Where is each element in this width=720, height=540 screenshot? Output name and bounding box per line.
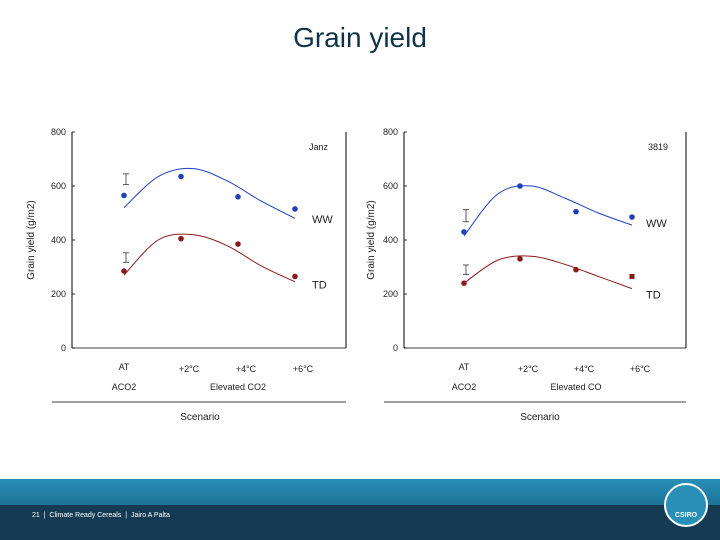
x-axis-label: Scenario [520, 412, 560, 420]
series-label-ww: WW [646, 218, 667, 230]
chart-panel-3819: 0 200 400 600 800 Grain yield (g/m2) 3819 WW TD A… [360, 120, 690, 425]
data-point-td [461, 280, 467, 286]
y-tick-label: 600 [51, 181, 66, 191]
data-point-ww [235, 194, 241, 200]
y-tick-label: 0 [61, 343, 66, 353]
x-tick-label: AT [459, 362, 470, 372]
y-tick-label: 400 [51, 235, 66, 245]
data-point-ww [573, 208, 579, 215]
x-tick-label: +2°C [518, 364, 539, 374]
data-point-td [573, 266, 579, 273]
data-point-td [629, 273, 635, 279]
data-point-ww [292, 206, 298, 212]
footer-bar [0, 505, 720, 540]
y-tick-label: 800 [383, 127, 398, 137]
data-point-td [292, 273, 298, 280]
logo-text: CSIRO [674, 512, 698, 519]
data-point-td [235, 241, 241, 247]
x-tick-label: +6°C [630, 364, 651, 374]
group-label: Elevated CO [550, 382, 601, 392]
group-label: ACO2 [452, 382, 477, 392]
x-tick-label: AT [119, 362, 130, 372]
data-point-ww [517, 183, 523, 189]
chart-janz: 0 200 400 600 800 Grain yield (g/m2) Janz WW TD A… [26, 127, 347, 423]
x-tick-label: +6°C [293, 364, 314, 374]
y-tick-label: 200 [383, 289, 398, 299]
series-label-td: TD [312, 279, 327, 291]
x-tick-label: +2°C [179, 364, 200, 374]
y-tick-label: 0 [393, 343, 398, 353]
footer-band [0, 479, 720, 509]
data-point-ww [121, 192, 127, 199]
data-point-td [178, 235, 184, 242]
slide-title: Grain yield [293, 22, 427, 53]
data-point-ww [178, 173, 184, 180]
y-tick-label: 200 [51, 289, 66, 299]
y-tick-label: 600 [383, 181, 398, 191]
y-axis-label: Grain yield (g/m2) [366, 200, 377, 279]
x-tick-label: +4°C [236, 364, 257, 374]
chart-panel-janz: 0 200 400 600 800 Grain yield (g/m2) Janz WW TD A… [20, 120, 350, 425]
group-label: Elevated CO2 [210, 382, 266, 392]
panel-label: Janz [309, 142, 329, 152]
data-point-ww [461, 229, 467, 235]
chart-3819: 0 200 400 600 800 Grain yield (g/m2) 3819 WW TD A… [366, 127, 687, 423]
footer-text: 21 | Climate Ready Cereals | Jairo A Pal… [32, 512, 170, 519]
series-label-ww: WW [312, 214, 333, 226]
y-tick-label: 800 [51, 127, 66, 137]
csiro-logo: CSIRO [664, 483, 708, 527]
series-label-td: TD [646, 289, 661, 301]
x-axis-label: Scenario [180, 412, 220, 420]
fit-curve-ww [463, 185, 633, 237]
fit-curve-td [123, 233, 296, 283]
group-label: ACO2 [112, 382, 137, 392]
fit-curve-ww [123, 167, 296, 219]
data-point-ww [629, 214, 635, 220]
fit-curve-td [463, 255, 633, 290]
x-tick-label: +4°C [574, 364, 595, 374]
y-tick-label: 400 [383, 235, 398, 245]
data-point-td [517, 256, 523, 262]
y-axis-label: Grain yield (g/m2) [26, 200, 37, 279]
data-point-td [121, 268, 127, 274]
panel-label: 3819 [648, 142, 668, 152]
